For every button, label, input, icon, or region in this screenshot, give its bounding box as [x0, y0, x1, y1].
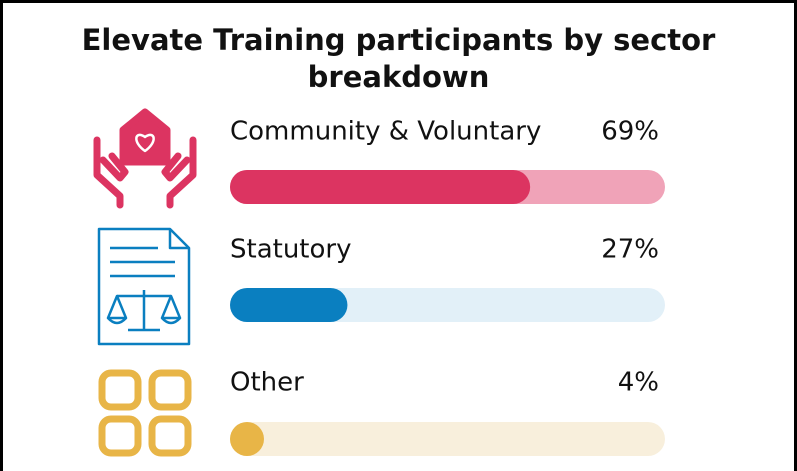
other-icon: [98, 369, 192, 457]
chart-title: Elevate Training participants by sector …: [81, 23, 716, 94]
community-icon: [93, 108, 197, 209]
value-label: 4%: [618, 368, 659, 398]
bar: [230, 288, 348, 322]
category-label: Community & Voluntary: [230, 117, 541, 147]
value-label: 69%: [601, 117, 659, 147]
bar: [230, 170, 531, 204]
category-label: Other: [230, 368, 304, 398]
title-box: Elevate Training participants by sector …: [81, 23, 716, 94]
bar-track: [230, 422, 665, 456]
bar: [230, 422, 264, 456]
category-label: Statutory: [230, 235, 351, 265]
value-label: 27%: [601, 235, 659, 265]
statutory-icon: [97, 227, 191, 346]
